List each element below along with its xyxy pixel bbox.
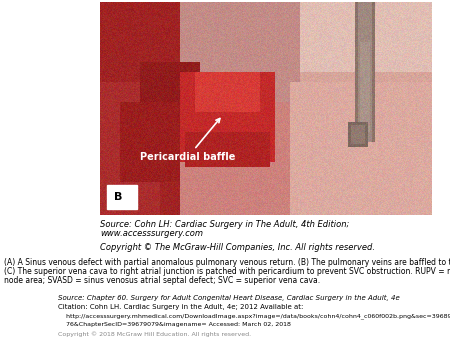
Text: Education: Education — [14, 326, 42, 331]
Text: B: B — [114, 192, 122, 202]
Text: Hill: Hill — [19, 315, 36, 323]
Text: Source: Cohn LH: Cardiac Surgery in The Adult, 4th Edition;: Source: Cohn LH: Cardiac Surgery in The … — [100, 220, 349, 229]
Text: Pericardial baffle: Pericardial baffle — [140, 118, 235, 163]
Text: www.accesssurgery.com: www.accesssurgery.com — [100, 229, 203, 238]
Text: Source: Chapter 60. Surgery for Adult Congenital Heart Disease, Cardiac Surgery : Source: Chapter 60. Surgery for Adult Co… — [58, 295, 400, 301]
Text: Graw: Graw — [15, 306, 41, 315]
Text: http://accesssurgery.mhmedical.com/DownloadImage.aspx?image=/data/books/cohn4/co: http://accesssurgery.mhmedical.com/Downl… — [58, 313, 450, 319]
Text: Citation: Cohn LH. Cardiac Surgery in the Adult, 4e; 2012 Available at:: Citation: Cohn LH. Cardiac Surgery in th… — [58, 304, 303, 310]
Text: (C) The superior vena cava to right atrial junction is patched with pericardium : (C) The superior vena cava to right atri… — [4, 267, 450, 276]
Text: Copyright © 2018 McGraw Hill Education. All rights reserved.: Copyright © 2018 McGraw Hill Education. … — [58, 331, 251, 337]
Text: Mc: Mc — [21, 297, 35, 306]
Text: Copyright © The McGraw-Hill Companies, Inc. All rights reserved.: Copyright © The McGraw-Hill Companies, I… — [100, 243, 375, 252]
Text: (A) A Sinus venous defect with partial anomalous pulmonary venous return. (B) Th: (A) A Sinus venous defect with partial a… — [4, 258, 450, 267]
Text: node area; SVASD = sinus venosus atrial septal defect; SVC = superior vena cava.: node area; SVASD = sinus venosus atrial … — [4, 276, 320, 285]
Text: 76&ChapterSecID=39679079&imagename= Accessed: March 02, 2018: 76&ChapterSecID=39679079&imagename= Acce… — [58, 322, 291, 327]
Bar — [107, 185, 136, 209]
